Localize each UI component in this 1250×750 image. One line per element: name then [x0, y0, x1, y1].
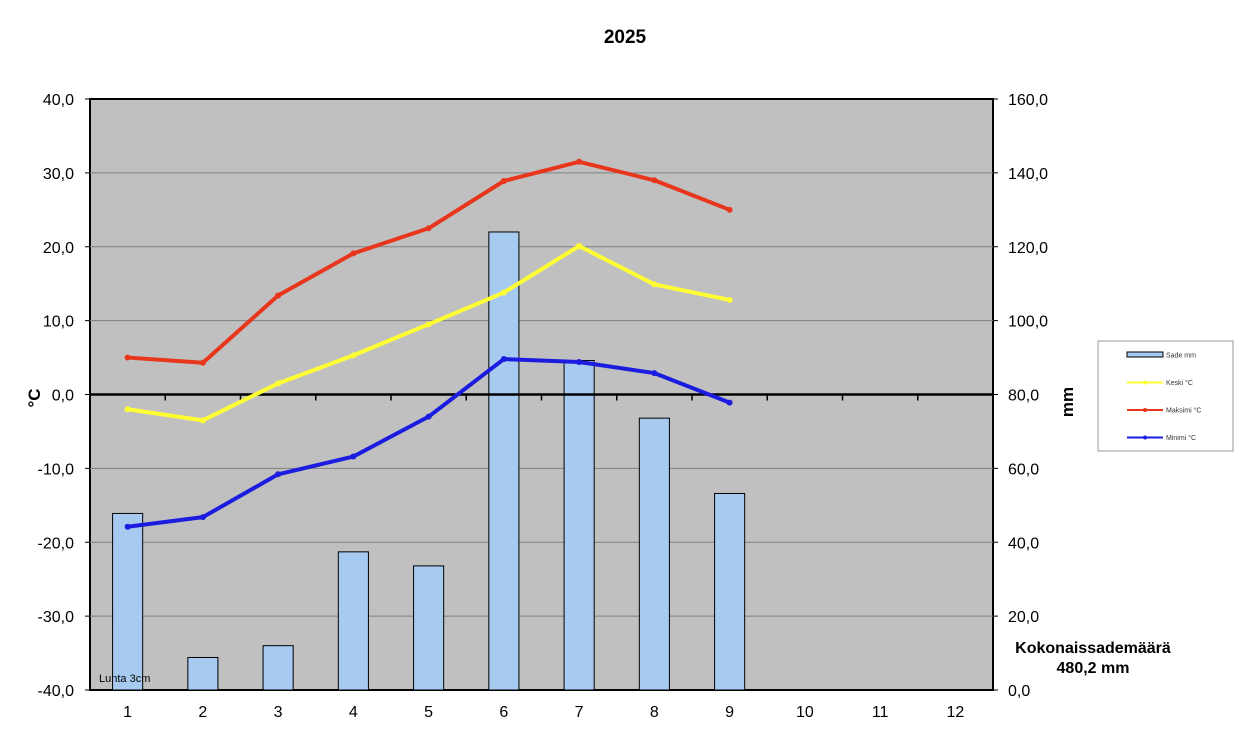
left-tick-label: 10,0	[43, 314, 74, 331]
x-tick-label: 5	[424, 704, 433, 721]
line-point	[425, 321, 432, 328]
right-axis-label: mm	[1058, 387, 1077, 417]
left-tick-label: -20,0	[38, 535, 75, 552]
left-axis-label: °C	[25, 388, 44, 407]
line-point	[651, 370, 658, 377]
right-tick-label: 40,0	[1008, 535, 1039, 552]
x-axis-ticks: 1 2 3 4 5 6 7 8 9 10 11 12	[123, 704, 964, 721]
right-tick-label: 100,0	[1008, 314, 1048, 331]
line-point	[350, 453, 357, 460]
line-point	[124, 354, 131, 361]
line-point	[576, 358, 583, 365]
legend-label: Minimi °C	[1166, 434, 1196, 442]
line-point	[199, 514, 206, 521]
chart-title: 2025	[604, 27, 647, 48]
legend: Sade mm Keski °C Maksimi °C Minimi °C	[1097, 340, 1234, 452]
line-point	[576, 243, 583, 250]
legend-swatch-marker	[1143, 380, 1147, 385]
precipitation-bar	[488, 231, 520, 691]
line-point	[275, 471, 282, 478]
x-tick-label: 6	[499, 704, 508, 721]
temperature-lines	[124, 158, 733, 530]
precipitation-bar	[563, 360, 595, 691]
precipitation-bar	[714, 492, 746, 691]
line-point	[726, 206, 733, 213]
total-label: Kokonaissademäärä	[1015, 640, 1171, 657]
left-tick-label: 40,0	[43, 92, 74, 109]
line-point	[425, 413, 432, 420]
line-point	[726, 296, 733, 303]
legend-swatch-bar	[1126, 351, 1164, 358]
left-tick-label: 30,0	[43, 166, 74, 183]
right-tick-label: 160,0	[1008, 92, 1048, 109]
legend-label: Maksimi °C	[1166, 407, 1201, 415]
line-point	[425, 225, 432, 232]
legend-box	[1097, 340, 1234, 452]
line-point	[124, 523, 131, 530]
x-tick-label: 12	[946, 704, 964, 721]
precipitation-bars	[112, 231, 746, 691]
gridlines	[90, 172, 993, 617]
x-tick-label: 11	[872, 704, 889, 721]
precipitation-bar	[638, 417, 670, 691]
legend-label: Sade mm	[1166, 353, 1196, 360]
legend-swatch-marker	[1143, 408, 1147, 412]
precipitation-bar	[337, 551, 369, 691]
right-tick-label: 20,0	[1008, 609, 1039, 626]
line-point	[199, 417, 206, 424]
left-tick-label: 20,0	[43, 240, 74, 257]
right-tick-label: 120,0	[1008, 240, 1048, 257]
left-tick-label: 0,0	[52, 388, 74, 405]
precipitation-bar	[187, 656, 219, 691]
total-value: 480,2 mm	[1057, 660, 1130, 677]
x-tick-label: 8	[650, 704, 659, 721]
left-tick-label: -10,0	[38, 461, 75, 478]
line-point	[350, 352, 357, 359]
right-tick-label: 0,0	[1008, 683, 1030, 700]
snow-annotation: Lunta 3cm	[99, 673, 150, 685]
line-point	[500, 178, 507, 185]
x-tick-label: 7	[575, 704, 584, 721]
x-tick-label: 4	[349, 704, 358, 721]
x-tick-label: 9	[725, 704, 734, 721]
line-point	[124, 406, 131, 413]
left-tick-label: -30,0	[38, 609, 75, 626]
line-point	[275, 292, 282, 299]
zero-line	[90, 393, 993, 401]
x-tick-label: 2	[198, 704, 207, 721]
x-tick-label: 10	[796, 704, 814, 721]
line-point	[275, 380, 282, 387]
right-tick-label: 80,0	[1008, 388, 1039, 405]
line-point	[350, 250, 357, 257]
left-tick-label: -40,0	[38, 683, 75, 700]
x-tick-label: 3	[274, 704, 283, 721]
right-tick-label: 140,0	[1008, 166, 1048, 183]
line-point	[500, 289, 507, 296]
precipitation-bar	[413, 565, 445, 691]
line-point	[199, 359, 206, 366]
left-axis-ticks: -40,0 -30,0 -20,0 -10,0 0,0 10,0 20,0 30,0 40,0	[38, 92, 90, 700]
legend-swatch-marker	[1143, 435, 1147, 440]
precipitation-bar	[112, 512, 144, 691]
line-point	[576, 158, 583, 165]
x-tick-label: 1	[123, 704, 132, 721]
line-point	[651, 281, 658, 288]
right-axis-ticks: 0,0 20,0 40,0 60,0 80,0 100,0 120,0 140,0 160,0	[993, 92, 1048, 700]
line-point	[500, 356, 507, 363]
line-point	[651, 177, 658, 184]
right-tick-label: 60,0	[1008, 461, 1039, 478]
legend-label: Keski °C	[1166, 379, 1193, 387]
precipitation-bar	[262, 645, 294, 691]
line-point	[726, 399, 733, 406]
